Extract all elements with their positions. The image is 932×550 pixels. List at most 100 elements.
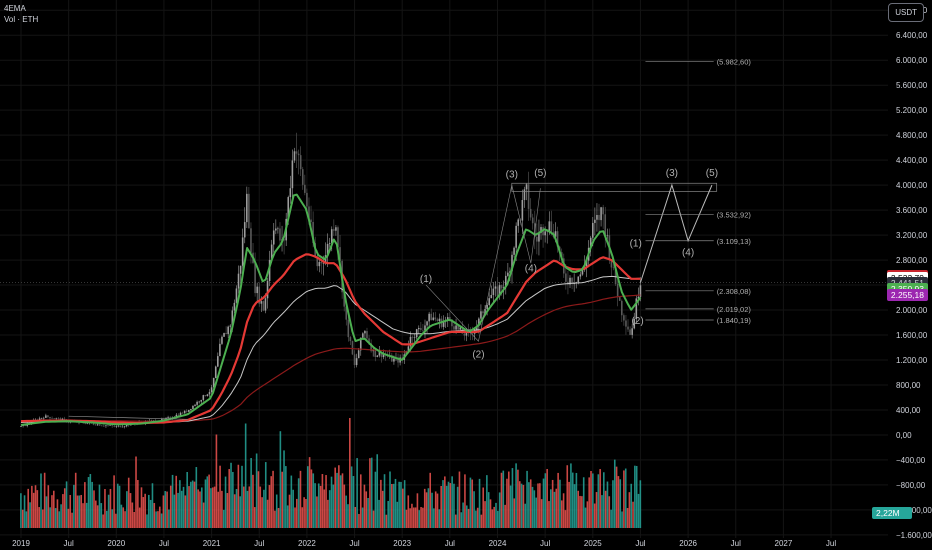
candle-body — [42, 417, 45, 419]
volume-bar — [593, 503, 596, 528]
volume-bar — [328, 490, 331, 528]
volume-bar — [325, 475, 327, 528]
volume-bar — [297, 478, 300, 528]
volume-bar — [454, 514, 457, 528]
candle-body — [304, 184, 306, 193]
volume-bar — [248, 486, 251, 528]
volume-bar — [564, 510, 567, 528]
candle-body — [579, 274, 582, 277]
volume-bar — [199, 491, 201, 528]
currency-button[interactable]: USDT — [888, 3, 924, 22]
volume-bar — [548, 501, 550, 528]
x-tick-label: Jul — [540, 539, 550, 548]
volume-bar — [392, 483, 395, 528]
candle-body — [577, 276, 580, 283]
grid — [0, 0, 888, 538]
x-tick-label: Jul — [349, 539, 359, 548]
volume-bar — [74, 472, 77, 528]
x-tick-label: Jul — [826, 539, 836, 548]
y-tick-label: 2.800,00 — [896, 256, 928, 265]
candle-body — [370, 343, 372, 352]
volume-bar — [146, 514, 148, 528]
candle-body — [494, 286, 497, 289]
candle-body — [266, 280, 269, 299]
volume-bar — [319, 485, 322, 528]
volume-bar — [191, 480, 194, 528]
candle-body — [442, 321, 445, 327]
candle-body — [446, 317, 449, 320]
candle-body — [391, 355, 393, 362]
volume-bar — [151, 483, 154, 528]
candle-body — [208, 392, 211, 395]
volume-bar — [540, 499, 543, 528]
volume-bar — [634, 465, 636, 528]
volume-bar — [575, 472, 578, 528]
volume-bar — [391, 484, 393, 528]
candle-body — [264, 298, 267, 311]
volume-bar — [182, 486, 185, 528]
volume-bar — [137, 480, 139, 528]
volume-bar — [266, 499, 269, 528]
candle-body — [507, 272, 509, 276]
volume-bar — [529, 479, 532, 528]
volume-bar — [204, 479, 207, 528]
time-axis: 2019 Jul 2020 Jul 2021 Jul 2022 Jul 2023 Jul 2024 J… — [12, 539, 836, 548]
volume-bar — [317, 483, 320, 528]
volume-bar — [601, 495, 603, 528]
candle-body — [96, 424, 99, 426]
candle-body — [84, 423, 87, 424]
volume-bar — [526, 470, 528, 528]
volume-bar — [116, 483, 119, 528]
candle-body — [47, 415, 49, 417]
volume-bar — [27, 488, 30, 528]
volume-bar — [40, 473, 42, 528]
volume-bar — [305, 498, 307, 528]
ema-red-line — [20, 253, 641, 425]
candle-body — [536, 236, 538, 242]
volume-bar — [102, 514, 104, 528]
volume-bar — [573, 484, 576, 528]
volume-bar — [376, 454, 379, 528]
volume-bar — [632, 501, 634, 528]
volume-bar — [409, 508, 411, 528]
volume-bar — [140, 487, 143, 528]
candle-body — [123, 426, 126, 427]
x-tick-label: Jul — [64, 539, 74, 548]
level-label: (5.982,60) — [717, 57, 752, 66]
indicator-label: 4EMA — [4, 4, 26, 13]
x-tick-label: Jul — [445, 539, 455, 548]
volume-bar — [610, 509, 612, 528]
volume-bar — [345, 495, 347, 528]
volume-bar — [453, 483, 455, 528]
volume-bar — [476, 507, 479, 528]
volume-bar — [595, 492, 598, 528]
volume-bar — [197, 489, 199, 528]
volume-bar — [294, 507, 296, 528]
candle-body — [227, 326, 229, 335]
level-label: (3.109,13) — [717, 237, 752, 246]
wave-label: (1) — [420, 274, 432, 285]
candle-body — [214, 366, 217, 378]
volume-bar — [219, 465, 221, 528]
volume-bar — [169, 485, 172, 528]
volume-bar — [571, 472, 574, 528]
volume-bar — [290, 475, 293, 528]
candle-body — [349, 337, 352, 342]
candle-body — [496, 286, 499, 297]
volume-bar — [396, 501, 399, 528]
volume-bar — [264, 462, 267, 528]
candle-body — [262, 301, 265, 311]
candle-body — [40, 417, 43, 419]
volume-bar — [502, 470, 505, 528]
volume-bar — [447, 481, 450, 528]
volume-bar — [52, 490, 55, 528]
volume-bar — [138, 507, 141, 528]
x-tick-label: 2021 — [203, 539, 221, 548]
candle-body — [221, 336, 223, 344]
volume-bar — [436, 493, 439, 528]
volume-bar — [113, 475, 115, 528]
volume-bar — [383, 474, 386, 528]
volume-bar — [460, 512, 463, 528]
candle-body — [382, 354, 385, 358]
